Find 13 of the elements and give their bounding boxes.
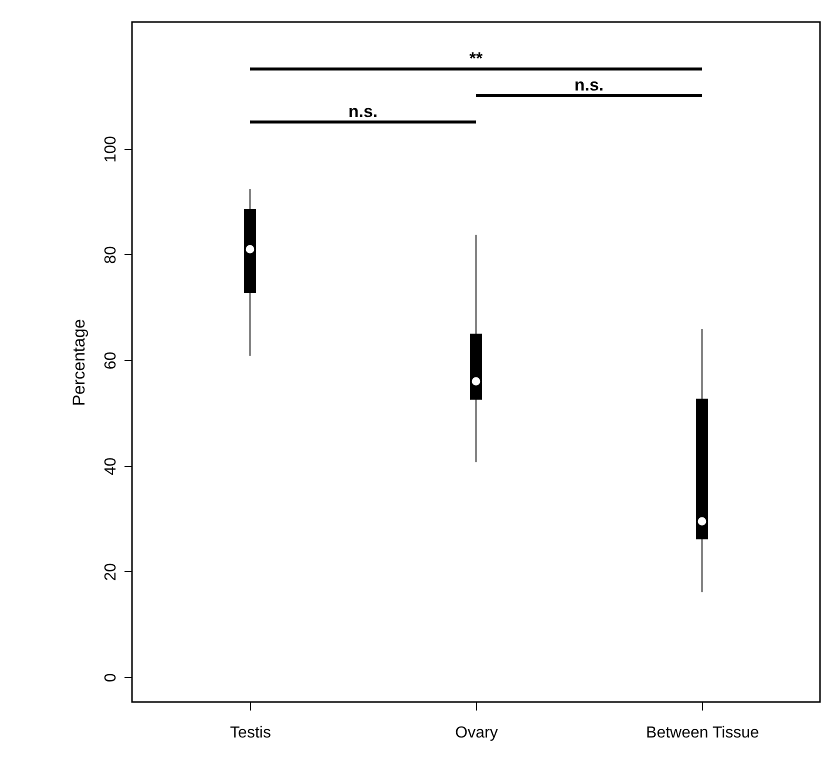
y-tick-label: 100 (102, 136, 120, 163)
x-tick-label: Ovary (455, 724, 498, 742)
x-tick-label: Testis (230, 724, 271, 742)
annotation: n.s. (348, 102, 378, 121)
y-tick-label: 80 (102, 246, 120, 264)
y-tick-label: 0 (102, 673, 120, 682)
y-tick-label: 40 (102, 457, 120, 476)
y-tick-label: 60 (102, 352, 120, 370)
annotation: ** (469, 49, 483, 68)
x-tick-label: Between Tissue (646, 724, 760, 742)
y-axis-title: Percentage (70, 319, 88, 406)
y-tick-label: 20 (102, 562, 120, 581)
annotation: n.s. (574, 76, 604, 94)
